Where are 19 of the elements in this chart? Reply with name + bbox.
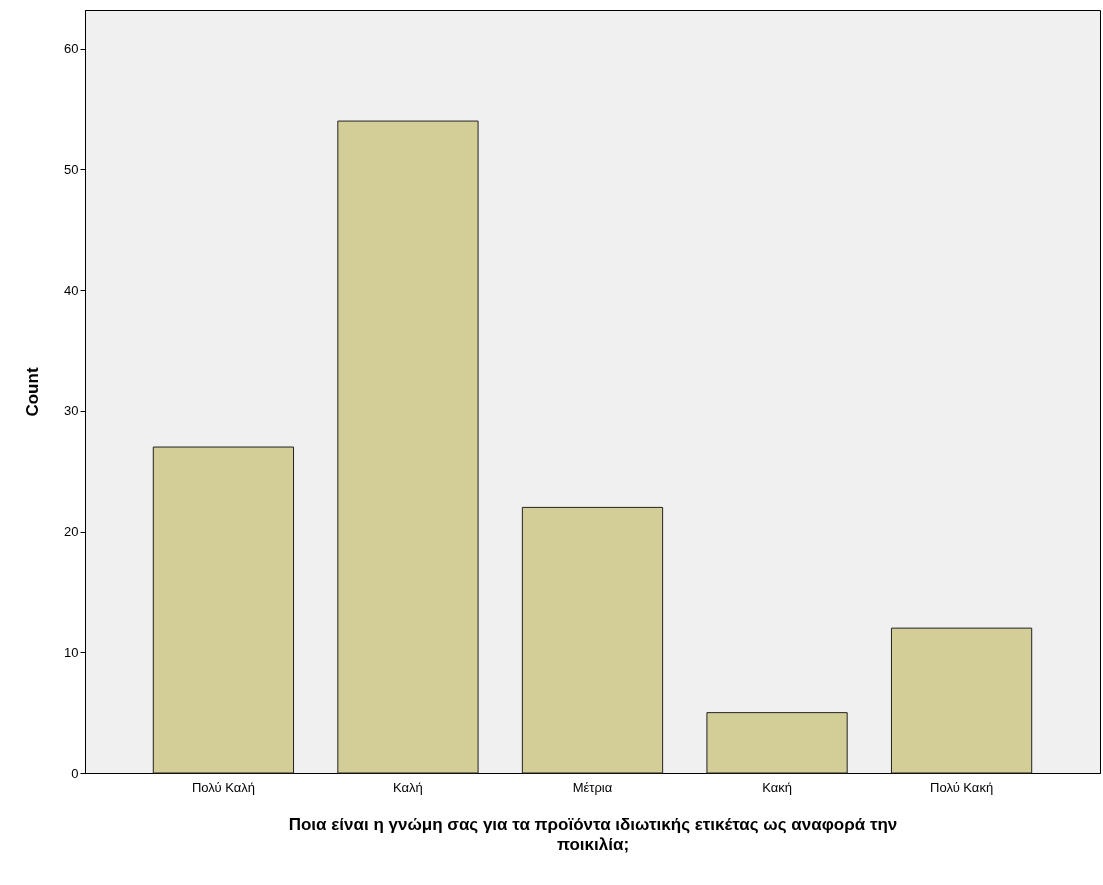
y-tick-label: 60 <box>64 41 79 57</box>
bar <box>152 446 295 774</box>
y-tick-label: 10 <box>64 644 79 660</box>
bar <box>337 120 479 774</box>
y-axis-title: Count <box>23 367 43 417</box>
bar <box>890 627 1033 774</box>
bar <box>706 712 848 774</box>
y-tick-label: 40 <box>64 282 79 298</box>
y-tick-label: 20 <box>64 524 79 540</box>
x-tick-label: Καλή <box>393 779 423 795</box>
x-axis-title: Ποια είναι η γνώμη σας για τα προϊόντα ιδιωτικής ετικέτας ως αναφορά την ποικιλία; <box>288 814 898 854</box>
x-tick-label: Κακή <box>762 779 792 795</box>
y-tick-label: 30 <box>64 403 79 419</box>
x-tick-label: Πολύ Κακή <box>930 779 994 795</box>
x-tick-label: Πολύ Καλή <box>191 779 255 795</box>
y-tick-label: 0 <box>71 765 79 781</box>
bar <box>521 506 664 774</box>
y-tick-label: 50 <box>64 161 79 177</box>
x-tick-label: Μέτρια <box>572 779 613 795</box>
